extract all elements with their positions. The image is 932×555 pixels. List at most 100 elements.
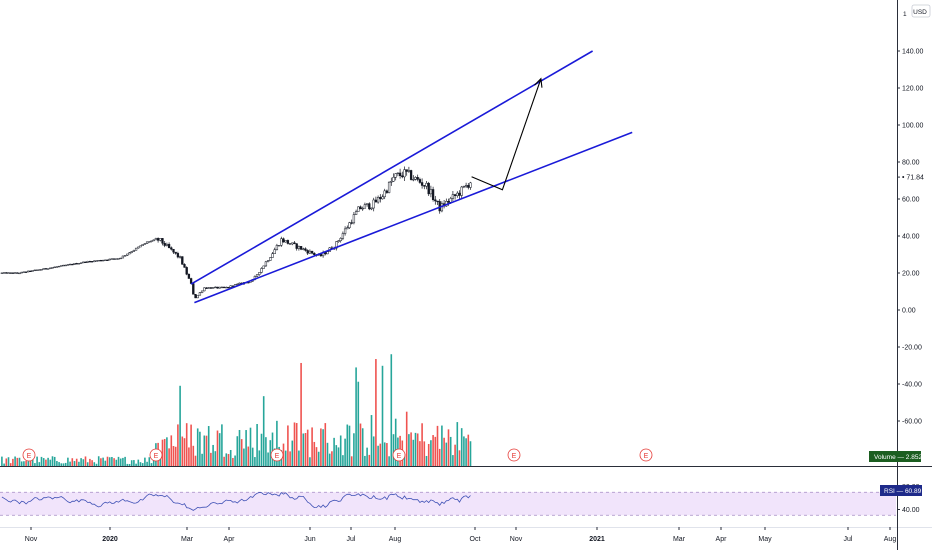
volume-bar — [3, 463, 5, 466]
candle-body — [286, 240, 290, 244]
volume-bar — [40, 456, 43, 466]
trendline-lower[interactable] — [194, 131, 633, 304]
candle-body — [343, 228, 347, 234]
candle-body — [372, 199, 375, 209]
candle-body — [381, 196, 384, 200]
candle-body — [2, 272, 6, 274]
volume-bar — [350, 456, 353, 466]
time-tick-label: Apr — [224, 536, 236, 543]
candle-body — [390, 180, 393, 183]
volume-badge-box — [869, 451, 921, 462]
volume-bar — [423, 441, 426, 466]
candle-body — [137, 246, 140, 249]
time-tick-label: Oct — [470, 536, 481, 543]
candle-body — [429, 189, 433, 195]
time-tick-label: 2020 — [102, 536, 118, 543]
axis-badges: • 71.84 Volume — 2.852M RSI — 60.89 — [869, 175, 927, 496]
candle-body — [9, 272, 12, 274]
volume-bar — [247, 446, 250, 466]
volume-bar — [181, 436, 184, 466]
volume-bar — [84, 456, 87, 466]
candle-body — [167, 244, 171, 248]
volume-bar — [339, 435, 342, 466]
trendline-upper[interactable] — [190, 50, 594, 285]
candle-body — [33, 269, 37, 272]
volume-bar — [214, 451, 217, 466]
time-tick-label: Mar — [181, 536, 194, 543]
volume-bar — [342, 455, 344, 466]
candle-body — [412, 179, 415, 181]
candle-body — [159, 238, 162, 241]
candle-body — [163, 242, 166, 246]
earnings-marker[interactable]: E — [149, 448, 163, 462]
candle-body — [295, 243, 298, 249]
projection-path[interactable] — [471, 78, 542, 191]
drawing-overlay[interactable] — [190, 50, 633, 304]
candle-body — [203, 287, 206, 292]
time-axis[interactable]: Nov 2020 Mar Apr Jun Jul Aug Oct Nov 2021 Mar Apr Ma… — [25, 527, 897, 543]
earnings-marker[interactable]: E — [639, 448, 653, 462]
candle-body — [205, 287, 208, 289]
volume-bar — [421, 423, 423, 466]
candle-body — [196, 294, 199, 299]
candle-body — [198, 292, 202, 296]
volume-bar — [298, 450, 300, 466]
volume-bar — [232, 457, 234, 466]
earnings-marker[interactable]: E — [270, 448, 284, 462]
volume-bar — [128, 463, 131, 466]
volume-bar — [34, 463, 36, 466]
candle-body — [29, 270, 32, 273]
earnings-marker[interactable]: E — [22, 448, 36, 462]
candle-body — [44, 268, 48, 270]
candle-body — [310, 250, 314, 254]
volume-bar — [58, 462, 60, 466]
candle-body — [189, 278, 193, 284]
volume-bar — [405, 411, 408, 466]
candle-body — [183, 264, 186, 268]
price-tick-label: -20.00 — [902, 345, 922, 352]
candle-body — [16, 272, 19, 274]
time-tick-label: May — [758, 536, 772, 543]
volume-bar — [425, 455, 428, 466]
volume-bar — [166, 437, 168, 466]
earnings-marker[interactable]: E — [392, 448, 406, 462]
volume-bar — [102, 457, 104, 466]
candle-body — [418, 179, 422, 183]
volume-bar — [227, 454, 230, 466]
candle-body — [101, 259, 105, 262]
volume-bar — [245, 430, 247, 466]
candle-body — [97, 260, 100, 262]
gridlines — [0, 466, 932, 528]
candle-body — [365, 203, 369, 205]
candle-body — [5, 272, 8, 274]
volume-bar — [427, 443, 430, 466]
earnings-label: E — [275, 453, 280, 460]
volume-bar — [108, 457, 111, 466]
candle-body — [79, 262, 83, 264]
price-tick-label: 120.00 — [902, 86, 924, 93]
candle-body — [396, 172, 400, 175]
volume-bar — [14, 456, 16, 466]
volume-bar — [174, 446, 177, 466]
volume-bar — [311, 427, 313, 466]
volume-bar — [199, 431, 201, 466]
candle-body — [467, 185, 470, 188]
candle-body — [73, 263, 76, 265]
candle-body — [456, 192, 459, 196]
volume-bar — [324, 423, 327, 466]
volume-bar — [111, 456, 113, 466]
candle-body — [123, 255, 127, 257]
earnings-marker[interactable]: E — [507, 448, 521, 462]
candle-body — [352, 214, 356, 224]
candle-body — [337, 240, 340, 242]
currency-box[interactable] — [911, 4, 931, 18]
volume-bar — [100, 458, 102, 466]
candle-body — [222, 286, 226, 289]
volume-bar — [179, 385, 181, 466]
volume-bar — [119, 458, 122, 466]
price-tick-label: 100.00 — [902, 123, 924, 130]
volume-bar — [45, 459, 47, 466]
